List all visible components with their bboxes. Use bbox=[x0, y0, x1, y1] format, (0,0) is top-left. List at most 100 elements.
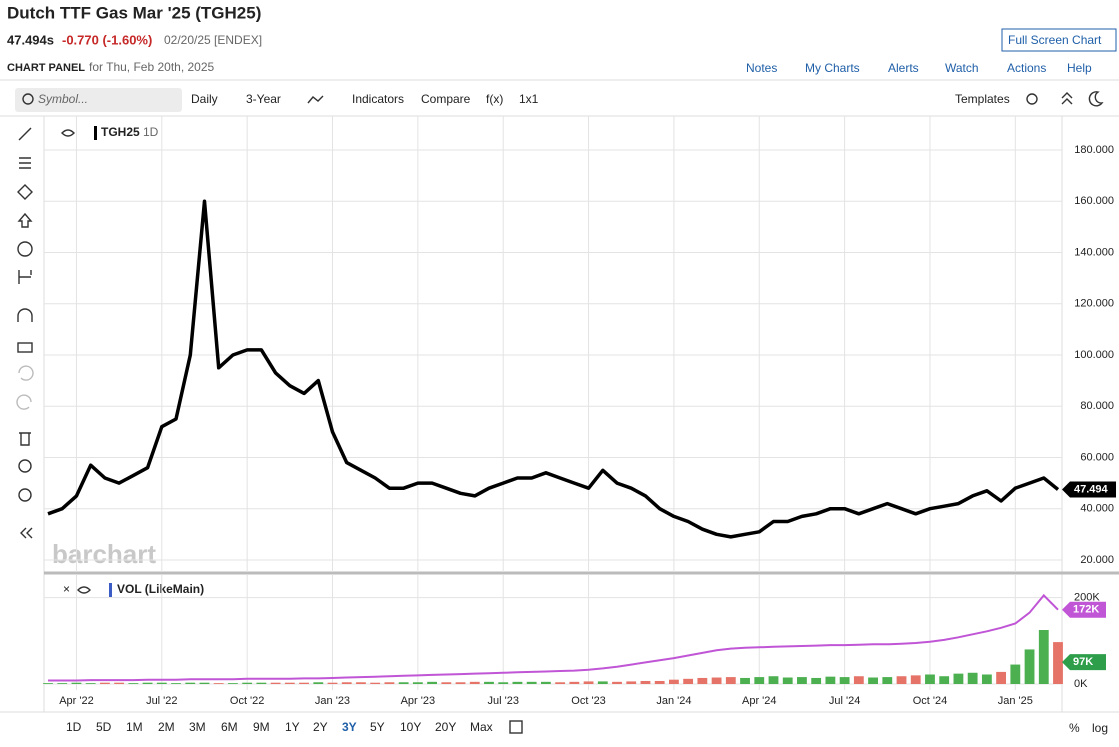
collapse-icon[interactable] bbox=[1061, 92, 1073, 105]
menu-item[interactable]: Watch bbox=[945, 61, 979, 75]
tool-shape[interactable] bbox=[17, 184, 33, 200]
volume-bar bbox=[384, 682, 395, 684]
y-tick-label: 100.000 bbox=[1074, 349, 1114, 361]
x-tick-label: Jul '23 bbox=[487, 695, 518, 707]
close-icon[interactable]: × bbox=[63, 582, 70, 596]
menu-item[interactable]: Help bbox=[1067, 61, 1092, 75]
range-button[interactable]: 5D bbox=[96, 720, 112, 734]
tool-zoom-out[interactable] bbox=[18, 488, 32, 502]
range-button[interactable]: 10Y bbox=[400, 720, 421, 734]
range-button[interactable]: 6M bbox=[221, 720, 238, 734]
volume-bar bbox=[270, 682, 281, 684]
x-tick-label: Jul '24 bbox=[829, 695, 860, 707]
percent-toggle[interactable]: % bbox=[1069, 721, 1080, 735]
eye-icon[interactable] bbox=[77, 586, 91, 594]
volume-bar bbox=[484, 681, 494, 684]
tool-magnet[interactable] bbox=[17, 308, 33, 322]
volume-bar bbox=[925, 674, 935, 684]
full-screen-button[interactable] bbox=[1001, 28, 1117, 52]
log-toggle[interactable]: log bbox=[1092, 721, 1108, 735]
x-tick-label: Apr '24 bbox=[742, 695, 777, 707]
volume-bar bbox=[797, 677, 807, 684]
toolbar-item[interactable]: Indicators bbox=[352, 92, 404, 106]
price-change: -0.770 (-1.60%) bbox=[62, 32, 152, 47]
range-button[interactable]: 2Y bbox=[313, 720, 328, 734]
volume-bar bbox=[711, 677, 722, 684]
toolbar-item[interactable]: 1x1 bbox=[519, 92, 539, 106]
range-button[interactable]: 1Y bbox=[285, 720, 300, 734]
volume-bar bbox=[782, 677, 793, 684]
range-button[interactable]: 9M bbox=[253, 720, 270, 734]
theme-icon[interactable] bbox=[1088, 91, 1104, 107]
volume-bar bbox=[99, 682, 110, 684]
tool-undo[interactable] bbox=[18, 365, 34, 381]
series-name: TGH25 bbox=[101, 125, 140, 139]
toolbar-item[interactable]: Daily bbox=[191, 92, 218, 106]
line-style-icon[interactable] bbox=[307, 95, 324, 104]
menu-item[interactable]: Actions bbox=[1007, 61, 1046, 75]
x-tick-label: Jan '24 bbox=[656, 695, 691, 707]
last-value-label: 172K bbox=[1073, 604, 1099, 616]
eye-icon[interactable] bbox=[61, 129, 75, 137]
volume-bar bbox=[896, 676, 907, 684]
menu-item[interactable]: Notes bbox=[746, 61, 777, 75]
volume-bar bbox=[569, 681, 580, 684]
tool-fib[interactable] bbox=[19, 157, 31, 169]
tool-arrow[interactable] bbox=[17, 212, 33, 228]
tool-lock[interactable] bbox=[17, 342, 33, 353]
quote-date: 02/20/25 [ENDEX] bbox=[164, 33, 262, 47]
tool-line[interactable] bbox=[18, 127, 32, 141]
y-tick-label: 80.000 bbox=[1080, 400, 1114, 412]
volume-bar bbox=[299, 682, 309, 684]
range-button[interactable]: 2M bbox=[158, 720, 175, 734]
x-tick-label: Apr '22 bbox=[59, 695, 94, 707]
volume-bar bbox=[1010, 664, 1021, 684]
range-button[interactable]: 3Y bbox=[342, 720, 357, 734]
volume-bar bbox=[455, 682, 466, 684]
calendar-icon[interactable] bbox=[509, 720, 523, 734]
volume-bar bbox=[868, 677, 878, 684]
volume-bar bbox=[1038, 630, 1049, 684]
volume-bar bbox=[1053, 642, 1063, 684]
tool-number[interactable] bbox=[17, 241, 33, 257]
range-button[interactable]: 3M bbox=[189, 720, 206, 734]
volume-bar bbox=[953, 673, 964, 684]
volume-bar bbox=[640, 680, 651, 684]
price-line bbox=[47, 199, 1060, 539]
symbol-search[interactable] bbox=[15, 88, 182, 112]
tool-collapse[interactable] bbox=[20, 527, 33, 539]
tool-measure[interactable] bbox=[18, 270, 32, 284]
menu-item[interactable]: My Charts bbox=[805, 61, 860, 75]
volume-bar bbox=[526, 681, 537, 684]
range-button[interactable]: Max bbox=[470, 720, 493, 734]
range-button[interactable]: 1M bbox=[126, 720, 143, 734]
tool-redo[interactable] bbox=[16, 394, 32, 410]
templates[interactable]: Templates bbox=[955, 92, 1010, 106]
range-button[interactable]: 20Y bbox=[435, 720, 456, 734]
volume-bar bbox=[839, 677, 850, 684]
volume-bar bbox=[669, 679, 679, 684]
toolbar-item[interactable]: 3-Year bbox=[246, 92, 281, 106]
x-tick-label: Jul '22 bbox=[146, 695, 177, 707]
range-button[interactable]: 5Y bbox=[370, 720, 385, 734]
volume-bar bbox=[512, 681, 523, 684]
full-screen-label[interactable]: Full Screen Chart bbox=[1008, 33, 1102, 47]
toolbar-item[interactable]: f(x) bbox=[486, 92, 503, 106]
volume-bar bbox=[654, 680, 665, 684]
x-tick-label: Jan '25 bbox=[998, 695, 1033, 707]
toolbar-item[interactable]: Compare bbox=[421, 92, 471, 106]
tool-delete[interactable] bbox=[19, 432, 31, 446]
tool-zoom-in[interactable] bbox=[18, 459, 32, 473]
open-interest-line bbox=[48, 593, 1059, 682]
x-tick-label: Apr '23 bbox=[401, 695, 436, 707]
volume-bar bbox=[171, 683, 181, 684]
watermark: barchart bbox=[52, 539, 156, 569]
x-tick-label: Oct '22 bbox=[230, 695, 265, 707]
volume-bar bbox=[597, 681, 608, 684]
settings-icon[interactable] bbox=[1026, 93, 1038, 105]
menu-item[interactable]: Alerts bbox=[888, 61, 919, 75]
symbol-placeholder[interactable]: Symbol... bbox=[38, 92, 88, 106]
volume-bar bbox=[142, 682, 153, 684]
range-button[interactable]: 1D bbox=[66, 720, 82, 734]
drawing-tools bbox=[16, 127, 34, 539]
